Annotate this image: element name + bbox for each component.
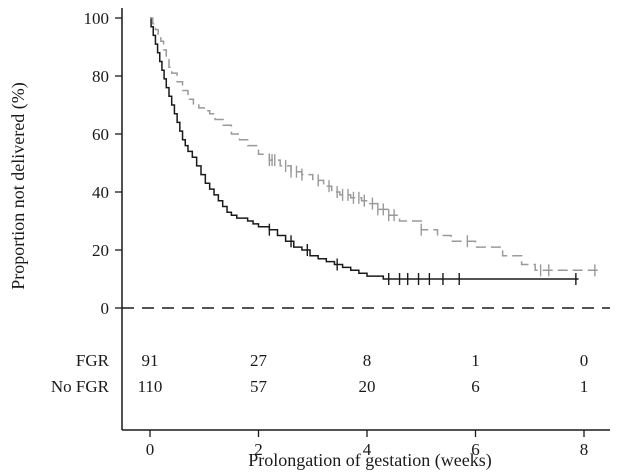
y-tick-label: 60: [92, 125, 109, 144]
risk-value: 0: [580, 351, 589, 370]
risk-value: 1: [580, 377, 589, 396]
series-line-2: [150, 17, 601, 272]
x-tick-label: 2: [254, 440, 263, 459]
risk-value: 57: [250, 377, 268, 396]
risk-row-label: No FGR: [51, 377, 110, 396]
y-tick-label: 100: [84, 9, 110, 28]
risk-value: 27: [250, 351, 268, 370]
x-tick-label: 0: [146, 440, 155, 459]
x-tick-label: 4: [363, 440, 372, 459]
x-tick-label: 8: [580, 440, 589, 459]
x-tick-label: 6: [471, 440, 480, 459]
plot-area: [122, 17, 610, 309]
risk-row-label: FGR: [76, 351, 110, 370]
risk-value: 1: [471, 351, 480, 370]
series-line-1: [150, 17, 579, 280]
axes: [121, 8, 610, 431]
risk-value: 20: [359, 377, 376, 396]
risk-value: 110: [138, 377, 163, 396]
y-tick-label: 80: [92, 67, 109, 86]
y-tick-label: 20: [92, 241, 109, 260]
tick-marks: [115, 17, 585, 437]
y-axis-title: Proportion not delivered (%): [8, 82, 29, 289]
risk-value: 8: [363, 351, 372, 370]
risk-value: 91: [142, 351, 159, 370]
y-tick-label: 0: [101, 299, 110, 318]
y-tick-label: 40: [92, 183, 109, 202]
risk-table: FGR 91 27 8 1 0 No FGR 110 57 20 6 1: [51, 351, 588, 396]
risk-value: 6: [471, 377, 480, 396]
x-axis-title: Prolongation of gestation (weeks): [248, 450, 491, 471]
